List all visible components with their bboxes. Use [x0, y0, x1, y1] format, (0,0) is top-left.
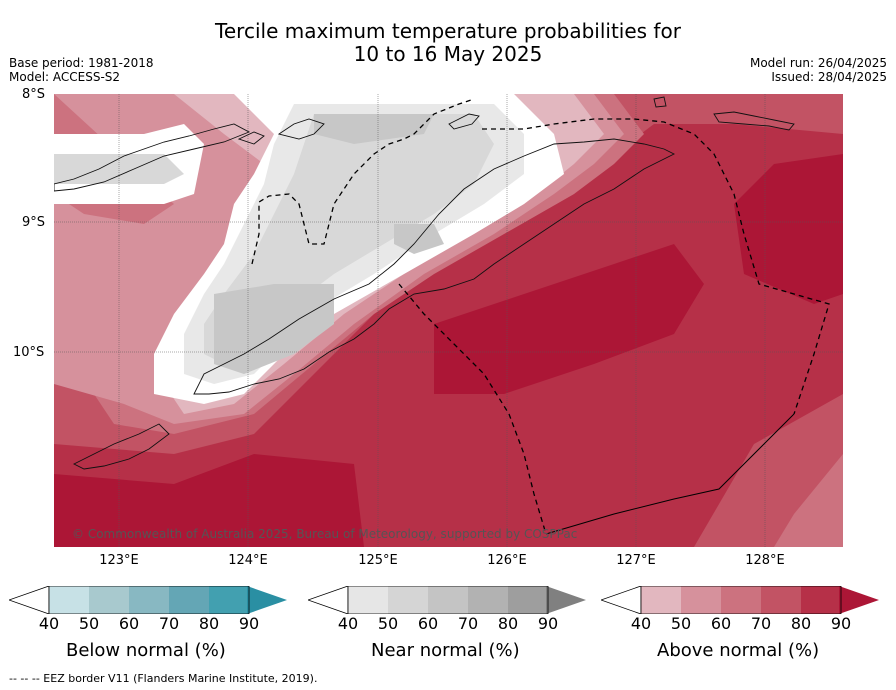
legend-below-normal: 40 50 60 70 80 90 Below normal (%)	[7, 585, 289, 661]
tick-label: 70	[457, 614, 479, 633]
eez-border	[251, 98, 830, 535]
colorbar-near-normal	[306, 585, 586, 615]
tick-label: 90	[830, 614, 852, 633]
tick-label: 60	[710, 614, 732, 633]
meta-left: Base period: 1981-2018 Model: ACCESS-S2	[9, 56, 154, 84]
colorbar-below-normal	[7, 585, 287, 615]
title-line-1: Tercile maximum temperature probabilitie…	[215, 19, 681, 43]
lon-label-125e: 125°E	[358, 553, 398, 568]
field-above-60-se	[774, 454, 843, 547]
tick-label: 90	[537, 614, 559, 633]
field-above-90-east	[734, 154, 843, 304]
tick-label: 70	[158, 614, 180, 633]
tick-label: 50	[377, 614, 399, 633]
legend-near-normal: 40 50 60 70 80 90 Near normal (%)	[306, 585, 588, 661]
legend-caption-below: Below normal (%)	[66, 640, 226, 661]
tick-label: 70	[750, 614, 772, 633]
base-period-label: Base period: 1981-2018	[9, 56, 154, 70]
tick-label: 40	[337, 614, 359, 633]
tick-label: 80	[790, 614, 812, 633]
tick-label: 40	[630, 614, 652, 633]
copyright-notice: © Commonwealth of Australia 2025, Bureau…	[72, 527, 578, 541]
legend-caption-near: Near normal (%)	[371, 640, 520, 661]
lon-label-123e: 123°E	[99, 553, 139, 568]
coastline-south	[545, 413, 795, 535]
lat-label-9s: 9°S	[22, 215, 46, 230]
eez-footnote: -- -- -- EEZ border V11 (Flanders Marine…	[9, 672, 318, 685]
issued-label: Issued: 28/04/2025	[771, 70, 887, 84]
meta-right: Model run: 26/04/2025 Issued: 28/04/2025	[750, 56, 887, 84]
title-line-2: 10 to 16 May 2025	[353, 42, 543, 66]
field-above-90-center	[434, 244, 704, 394]
colorbar-above-normal	[599, 585, 879, 615]
legend-above-normal: 40 50 60 70 80 90 Above normal (%)	[599, 585, 881, 661]
lat-label-10s: 10°S	[13, 345, 45, 360]
tick-label: 60	[417, 614, 439, 633]
lon-label-124e: 124°E	[228, 553, 268, 568]
model-label: Model: ACCESS-S2	[9, 70, 121, 84]
tick-label: 80	[198, 614, 220, 633]
probability-map[interactable]	[54, 94, 843, 547]
lon-label-127e: 127°E	[616, 553, 656, 568]
coastline	[54, 96, 795, 470]
lat-label-8s: 8°S	[22, 87, 46, 102]
field-near-60-b	[394, 224, 444, 254]
lon-label-128e: 128°E	[745, 553, 785, 568]
tick-label: 50	[78, 614, 100, 633]
tick-label: 60	[118, 614, 140, 633]
model-run-label: Model run: 26/04/2025	[749, 56, 887, 70]
lon-label-126e: 126°E	[487, 553, 527, 568]
field-near-60-a	[214, 284, 334, 374]
field-above-90-south	[54, 454, 364, 547]
chart-title: Tercile maximum temperature probabilitie…	[0, 20, 896, 66]
tick-label: 50	[670, 614, 692, 633]
legend-caption-above: Above normal (%)	[657, 640, 820, 661]
field-near-60-c	[314, 114, 434, 144]
tick-label: 90	[238, 614, 260, 633]
tick-label: 80	[497, 614, 519, 633]
tick-label: 40	[38, 614, 60, 633]
